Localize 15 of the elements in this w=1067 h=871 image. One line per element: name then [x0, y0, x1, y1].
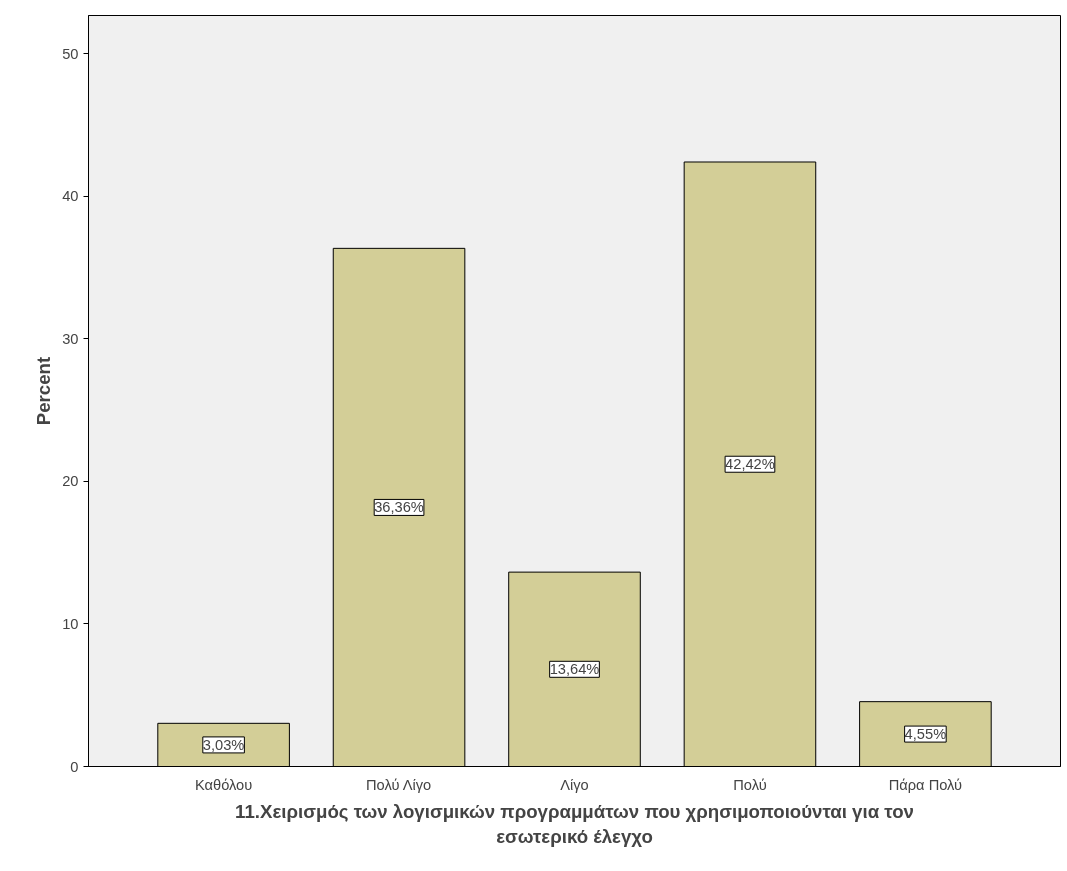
x-tick-label: Καθόλου	[194, 776, 253, 793]
data-label: 13,64%	[549, 661, 600, 678]
y-tick-label: 40	[62, 188, 79, 205]
y-tick-label: 20	[62, 473, 79, 490]
data-label: 3,03%	[202, 736, 245, 753]
x-tick-label: Πολύ	[733, 776, 767, 793]
y-tick-label: 0	[70, 758, 79, 775]
y-tick-label: 50	[62, 45, 79, 62]
y-axis-title: Percent	[33, 356, 55, 426]
y-tick-label: 10	[62, 616, 79, 632]
x-tick-label: Πολύ Λίγο	[366, 776, 432, 793]
x-tick-label: Λίγο	[560, 776, 589, 793]
y-tick-label: 30	[62, 330, 79, 347]
x-tick-label: Πάρα Πολύ	[888, 776, 963, 793]
x-axis-title: 11.Χειρισμός των λογισμικών προγραμμάτων που χρησιμοποιούνται για τον εσωτερικό έλεγχο	[235, 800, 914, 847]
